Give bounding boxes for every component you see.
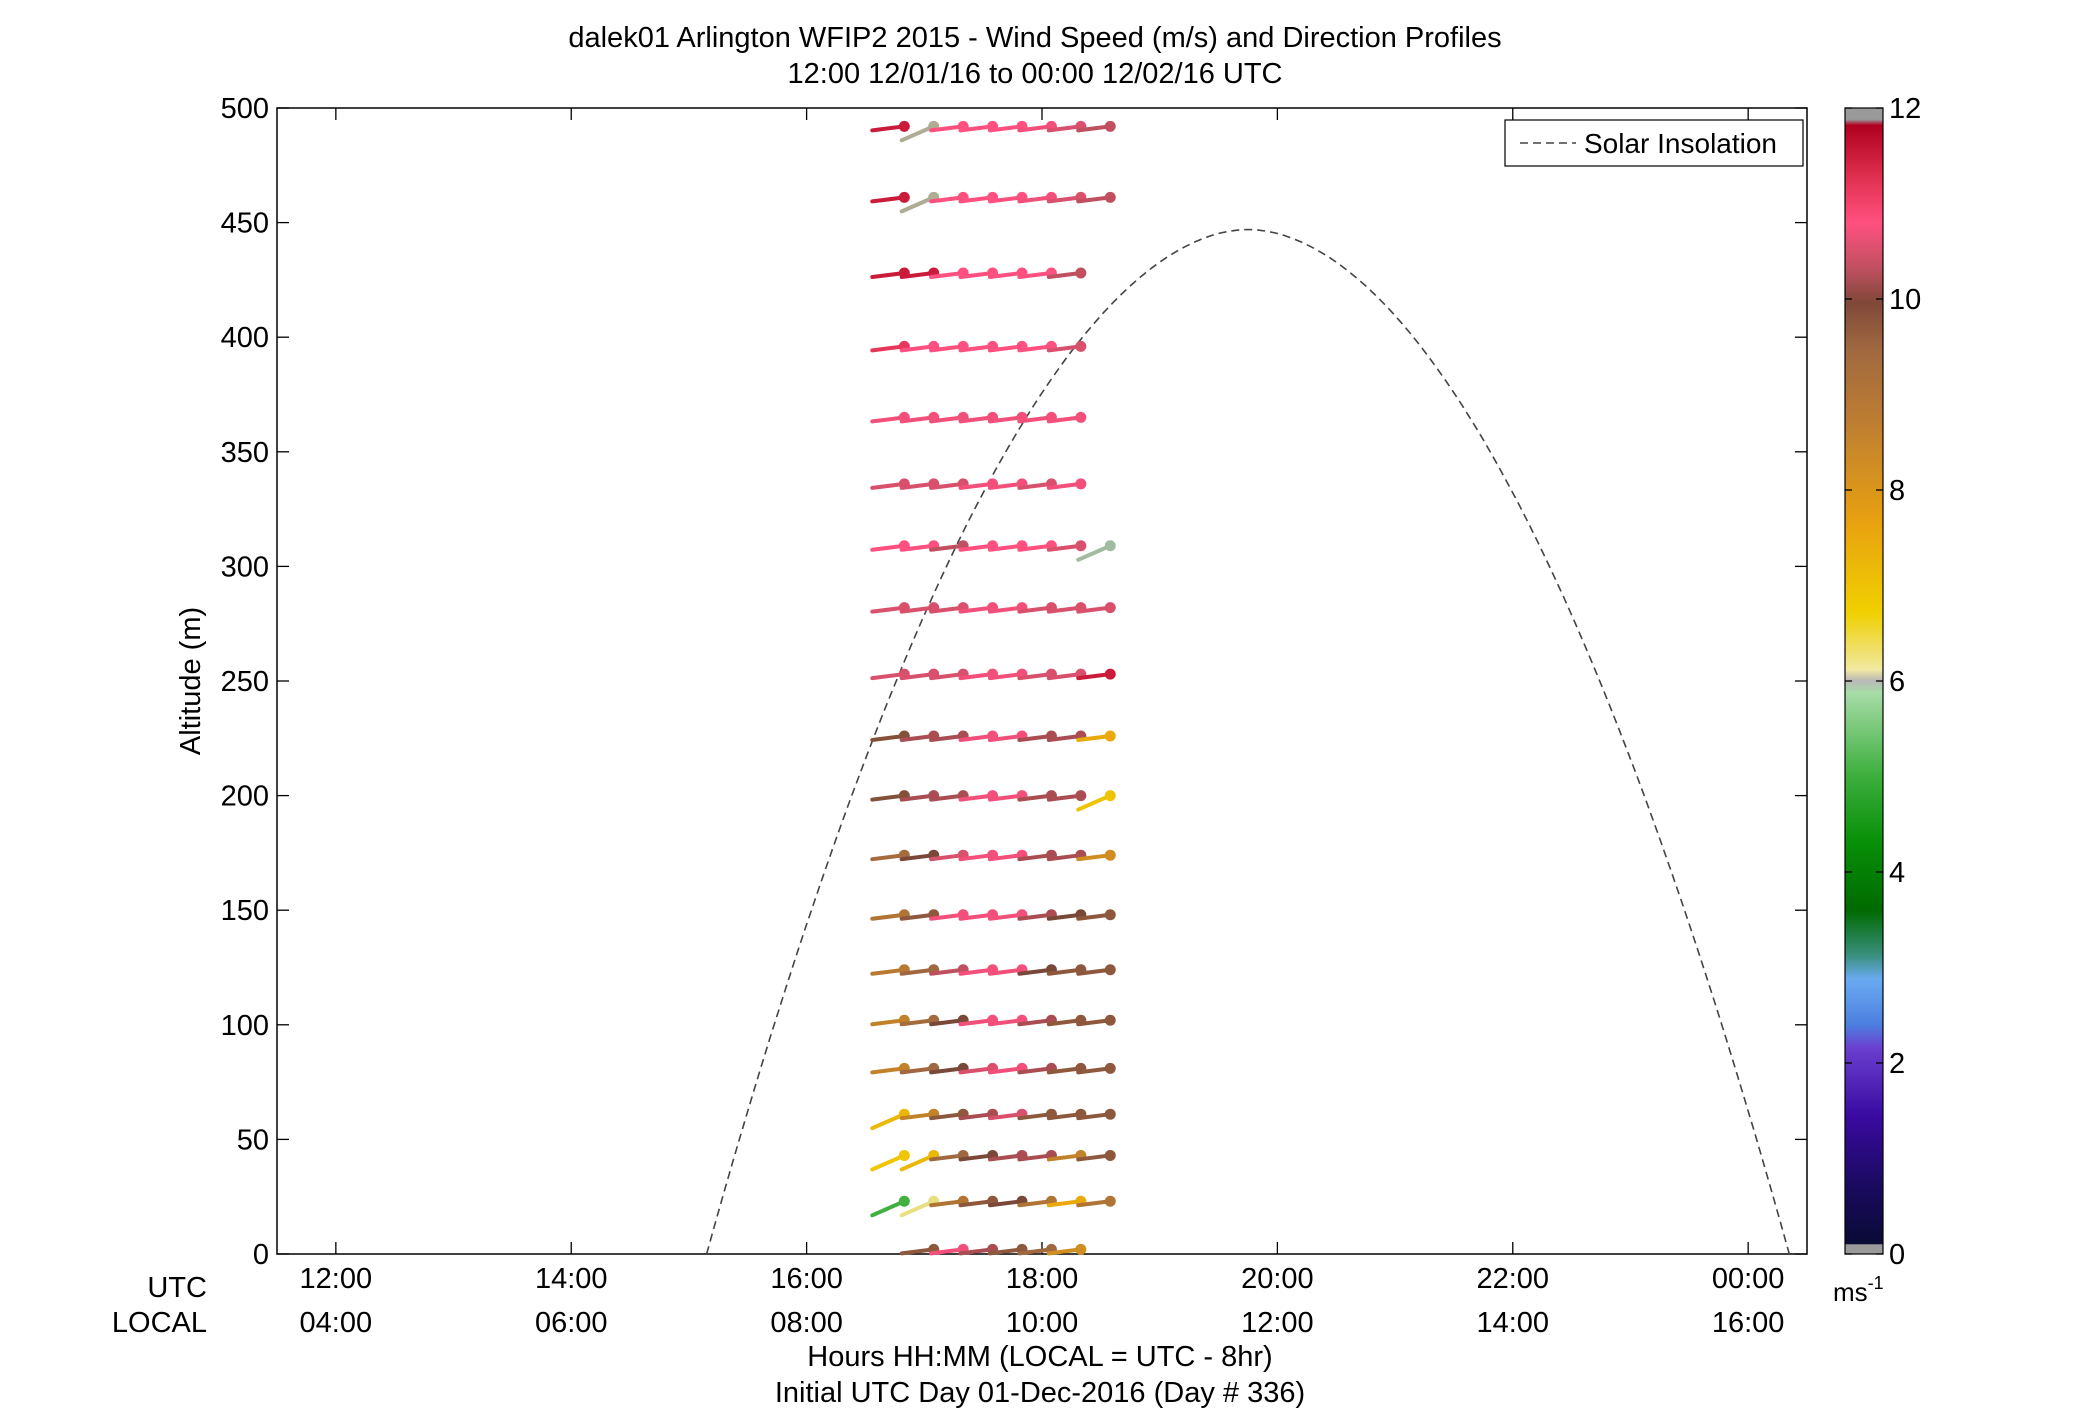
x-tick-label-local: 10:00: [1006, 1307, 1079, 1339]
wind-point: [1104, 120, 1116, 132]
wind-point: [1075, 478, 1087, 490]
x-tick-label-local: 08:00: [770, 1307, 843, 1339]
y-tick-label: 300: [221, 551, 269, 583]
wind-barb-line: [899, 1153, 936, 1172]
x-tick-label-local: 16:00: [1712, 1307, 1785, 1339]
x-tick-label-utc: 20:00: [1241, 1263, 1314, 1295]
wind-point: [1104, 1195, 1116, 1207]
wind-point: [1075, 1243, 1087, 1255]
utc-row-label: UTC: [147, 1272, 207, 1304]
colorbar-tick-label: 6: [1889, 666, 1905, 698]
wind-point: [1104, 191, 1116, 203]
colorbar-tick-label: 0: [1889, 1239, 1905, 1271]
wind-point: [1104, 1149, 1116, 1161]
wind-point: [1104, 730, 1116, 742]
wind-barb-line: [899, 195, 936, 214]
wind-barb-line: [899, 124, 936, 143]
y-tick-label: 200: [221, 781, 269, 813]
wind-barb-line: [1076, 543, 1113, 562]
wind-point: [898, 120, 910, 132]
legend-box: [1504, 119, 1804, 167]
local-row-label: LOCAL: [112, 1307, 207, 1339]
colorbar-tick-label: 10: [1889, 284, 1921, 316]
wind-point: [1075, 340, 1087, 352]
legend-label: Solar Insolation: [1584, 128, 1777, 159]
wind-point: [1104, 909, 1116, 921]
y-axis: 0 50 100 150 200 250 300 350 400 450 500: [221, 93, 1807, 1271]
colorbar-tick-label: 12: [1889, 93, 1921, 125]
y-axis-label: Altitude (m): [175, 607, 207, 755]
wind-point: [1104, 790, 1116, 802]
solar-insolation-curve: [705, 228, 1791, 1255]
wind-point: [1104, 602, 1116, 614]
colorbar-tick-label: 2: [1889, 1048, 1905, 1080]
x-tick-label-utc: 00:00: [1712, 1263, 1785, 1295]
wind-barb-line: [870, 1112, 907, 1131]
colorbar: 0 2 4 6 8 10 12 ms-1: [1833, 93, 1921, 1307]
y-tick-label: 0: [253, 1239, 269, 1271]
wind-point: [898, 1149, 910, 1161]
x-axis: 12:00 04:00 14:00 06:00 16:00 08:00 18:00 10:00…: [300, 108, 1785, 1339]
y-tick-label: 150: [221, 895, 269, 927]
y-tick-label: 400: [221, 322, 269, 354]
x-tick-label-local: 12:00: [1241, 1307, 1314, 1339]
x-tick-label-utc: 16:00: [770, 1263, 843, 1295]
wind-point: [1075, 411, 1087, 423]
wind-point: [1075, 540, 1087, 552]
wind-point: [1075, 267, 1087, 279]
y-tick-label: 500: [221, 93, 269, 125]
x-tick-label-local: 06:00: [535, 1307, 608, 1339]
colorbar-ticks: 0 2 4 6 8 10 12: [1845, 93, 1921, 1271]
x-axis-label-2: Initial UTC Day 01-Dec-2016 (Day # 336): [775, 1377, 1305, 1409]
x-axis-label: Hours HH:MM (LOCAL = UTC - 8hr): [807, 1341, 1272, 1373]
wind-point: [1104, 964, 1116, 976]
y-tick-label: 50: [237, 1124, 269, 1156]
x-tick-label-utc: 12:00: [300, 1263, 373, 1295]
wind-point: [1104, 668, 1116, 680]
y-tick-label: 250: [221, 666, 269, 698]
wind-barb-line: [899, 1199, 936, 1218]
x-tick-label-local: 14:00: [1476, 1307, 1549, 1339]
wind-point: [1104, 1062, 1116, 1074]
colorbar-tick-label: 4: [1889, 857, 1905, 889]
legend: Solar Insolation: [1504, 119, 1804, 167]
wind-profile-marks: [870, 120, 1116, 1256]
colorbar-tick-label: 8: [1889, 475, 1905, 507]
wind-point: [1104, 1108, 1116, 1120]
x-tick-label-local: 04:00: [300, 1307, 373, 1339]
chart-title: dalek01 Arlington WFIP2 2015 - Wind Spee…: [568, 22, 1501, 54]
y-tick-label: 100: [221, 1010, 269, 1042]
y-tick-label: 350: [221, 437, 269, 469]
colorbar-units: ms-1: [1833, 1273, 1884, 1307]
wind-barb-line: [870, 1199, 907, 1218]
wind-point: [898, 191, 910, 203]
wind-point: [1104, 540, 1116, 552]
x-tick-label-utc: 18:00: [1006, 1263, 1079, 1295]
wind-barb-line: [870, 1153, 907, 1172]
y-tick-label: 450: [221, 208, 269, 240]
x-tick-label-utc: 14:00: [535, 1263, 608, 1295]
wind-point: [1075, 790, 1087, 802]
colorbar-units-exponent: -1: [1868, 1273, 1884, 1293]
wind-barb-line: [1076, 793, 1113, 812]
wind-point: [898, 1195, 910, 1207]
wind-point: [1104, 1014, 1116, 1026]
wind-point: [1104, 849, 1116, 861]
plot-area: [276, 107, 1808, 1255]
x-tick-label-utc: 22:00: [1476, 1263, 1549, 1295]
chart-subtitle: 12:00 12/01/16 to 00:00 12/02/16 UTC: [788, 58, 1283, 90]
